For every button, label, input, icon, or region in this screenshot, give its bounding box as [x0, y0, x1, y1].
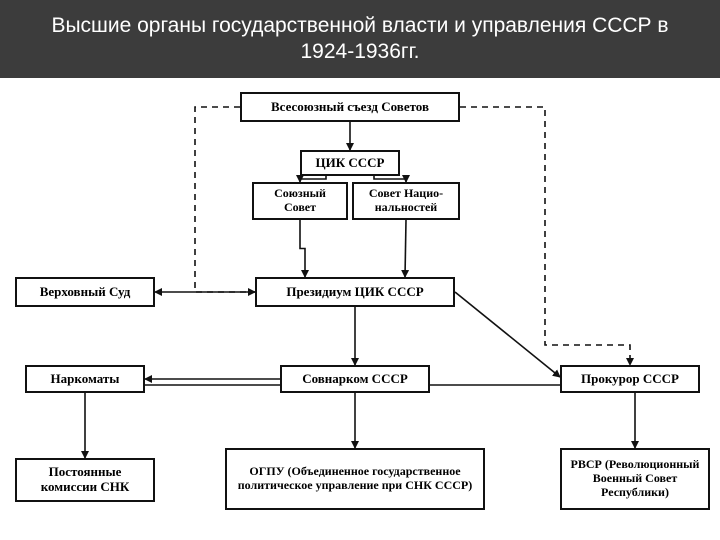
node-procuror: Прокурор СССР	[560, 365, 700, 393]
node-sovnarkom: Совнарком СССР	[280, 365, 430, 393]
edge	[430, 385, 635, 448]
node-presidium: Президиум ЦИК СССР	[255, 277, 455, 307]
edge	[455, 292, 560, 377]
edge	[405, 220, 406, 277]
node-snk_comm: Постоянные комиссии СНК	[15, 458, 155, 502]
node-union_soviet: Союзный Совет	[252, 182, 348, 220]
node-congress: Всесоюзный съезд Советов	[240, 92, 460, 122]
edge	[195, 107, 255, 292]
node-nationalities: Совет Нацио- нальностей	[352, 182, 460, 220]
node-supreme: Верховный Суд	[15, 277, 155, 307]
node-ogpu: ОГПУ (Объединенное государственное полит…	[225, 448, 485, 510]
edge	[460, 107, 630, 365]
slide-title: Высшие органы государственной власти и у…	[0, 0, 720, 78]
node-narkomaty: Наркоматы	[25, 365, 145, 393]
edge	[300, 220, 305, 277]
node-rvsr: РВСР (Революционный Военный Совет Респуб…	[560, 448, 710, 510]
node-cik: ЦИК СССР	[300, 150, 400, 176]
